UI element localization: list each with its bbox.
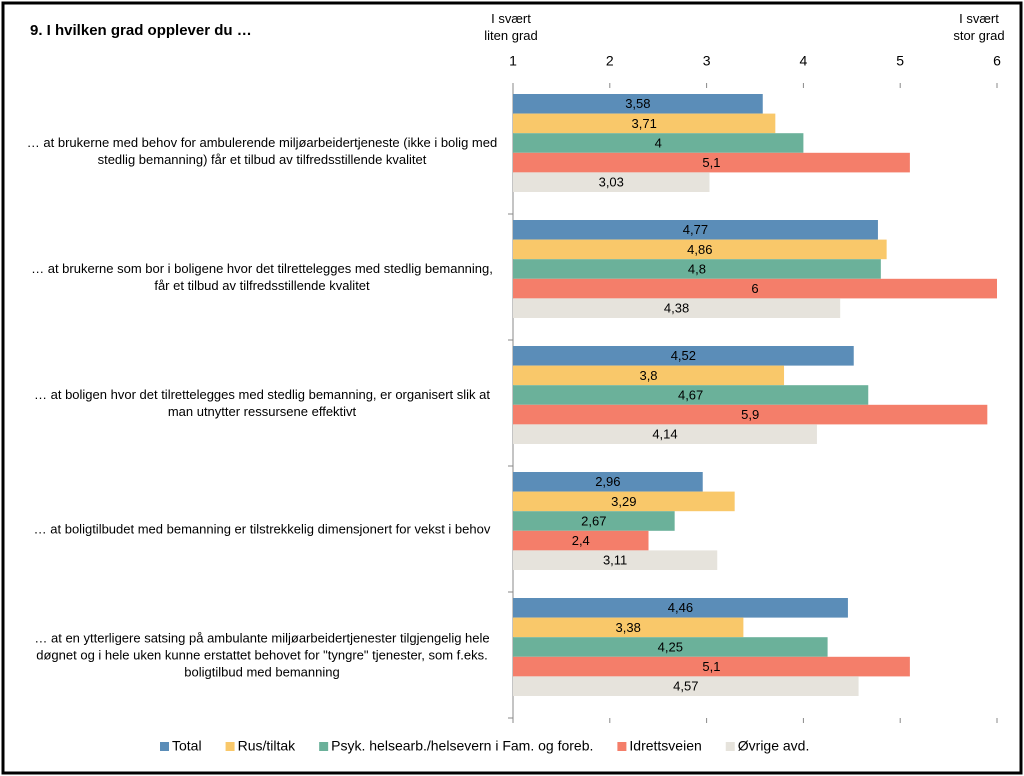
bar — [513, 278, 997, 299]
data-label: 4,52 — [671, 348, 696, 363]
category-label: … at boligen hvor det tilrettelegges med… — [34, 387, 490, 419]
legend-label: Idrettsveien — [629, 738, 701, 754]
data-label: 4,86 — [687, 242, 712, 257]
data-label: 4,77 — [683, 222, 708, 237]
data-label: 3,03 — [599, 175, 624, 190]
data-label: 3,58 — [625, 96, 650, 111]
bar — [513, 511, 675, 531]
bar — [513, 656, 910, 677]
bar — [513, 133, 804, 153]
bar — [513, 298, 841, 318]
bar — [513, 617, 744, 638]
data-label: 2,67 — [581, 513, 606, 528]
category-label: … at boligtilbudet med bemanning er tils… — [33, 521, 491, 537]
bar — [513, 472, 703, 492]
bar — [513, 598, 848, 618]
data-label: 6 — [751, 281, 758, 296]
legend-swatch — [225, 742, 235, 751]
bar — [513, 424, 817, 444]
x-tick-label: 6 — [993, 53, 1001, 69]
data-label: 4,67 — [678, 387, 703, 402]
category-label: … at brukerne som bor i boligene hvor de… — [31, 261, 493, 293]
legend-swatch — [160, 742, 169, 751]
bar — [513, 550, 718, 570]
bar — [513, 113, 776, 134]
bar — [513, 259, 881, 279]
chart-title: 9. I hvilken grad opplever du … — [30, 22, 252, 39]
bar — [513, 365, 785, 386]
data-label: 3,8 — [639, 368, 657, 383]
x-tick-label: 3 — [703, 53, 711, 69]
data-label: 5,1 — [702, 659, 720, 674]
data-label: 4,25 — [658, 639, 683, 654]
bar — [513, 491, 735, 512]
bar — [513, 637, 828, 657]
data-label: 4,57 — [673, 679, 698, 694]
category-label: … at en ytterligere satsing på ambulante… — [34, 630, 490, 680]
axis-annotation: I svært liten grad — [484, 11, 537, 43]
bar — [513, 152, 910, 173]
bar — [513, 404, 988, 425]
bar — [513, 172, 710, 192]
data-label: 3,71 — [632, 116, 657, 131]
legend-label: Total — [172, 738, 202, 754]
legend-label: Rus/tiltak — [238, 738, 297, 754]
data-label: 4,14 — [652, 427, 677, 442]
legend-swatch — [319, 742, 329, 751]
data-label: 2,96 — [595, 474, 620, 489]
x-tick-label: 5 — [896, 53, 904, 69]
bar — [513, 530, 649, 551]
bar — [513, 346, 854, 366]
data-label: 4 — [655, 135, 662, 150]
data-label: 4,46 — [668, 600, 693, 615]
legend-label: Psyk. helsearb./helsevern i Fam. og fore… — [331, 738, 593, 754]
data-label: 3,29 — [611, 494, 636, 509]
legend-swatch — [617, 742, 627, 751]
data-label: 2,4 — [572, 533, 590, 548]
data-label: 5,1 — [702, 155, 720, 170]
bar — [513, 385, 869, 405]
data-label: 3,11 — [603, 553, 627, 568]
x-tick-label: 4 — [800, 53, 808, 69]
legend-label: Øvrige avd. — [738, 738, 810, 754]
bar — [513, 239, 887, 260]
bar — [513, 94, 763, 114]
category-label: … at brukerne med behov for ambulerende … — [26, 135, 498, 167]
legend-swatch — [725, 742, 735, 751]
data-label: 4,38 — [664, 301, 689, 316]
x-tick-label: 2 — [606, 53, 614, 69]
data-label: 5,9 — [741, 407, 759, 422]
data-label: 4,8 — [688, 261, 706, 276]
bar — [513, 220, 878, 240]
bar — [513, 676, 859, 696]
x-tick-label: 1 — [509, 53, 517, 69]
data-label: 3,38 — [616, 620, 641, 635]
axis-annotation: I svært stor grad — [953, 11, 1004, 43]
